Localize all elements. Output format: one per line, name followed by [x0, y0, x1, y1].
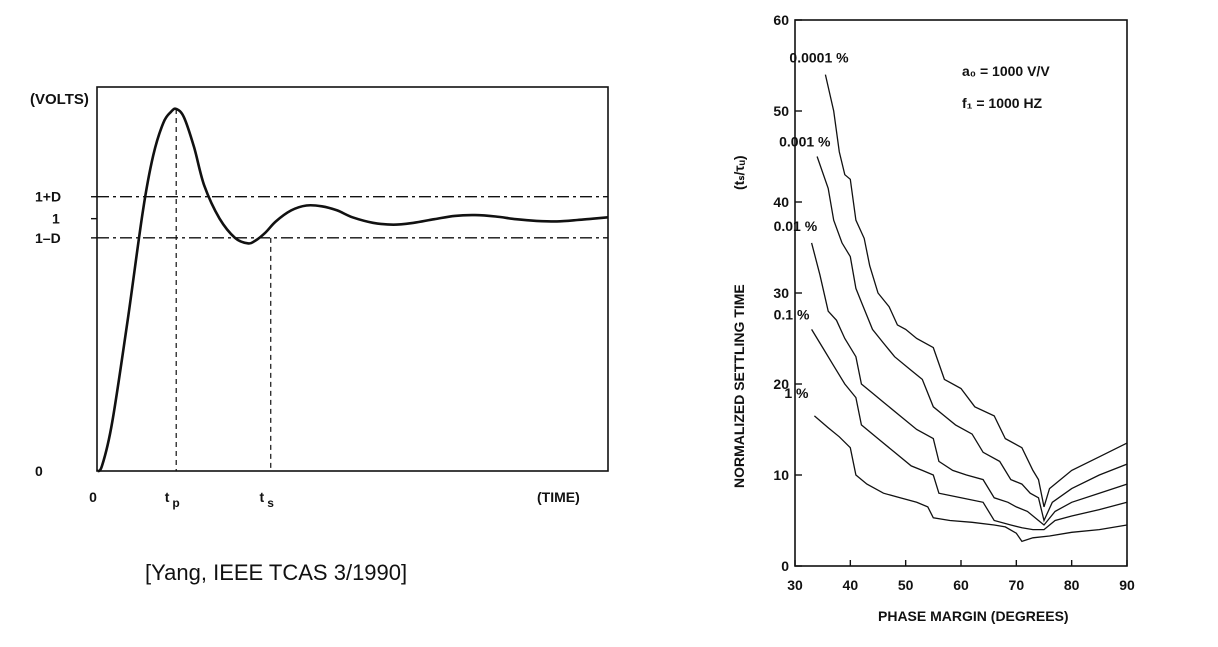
reference-lines — [97, 108, 608, 471]
x-axis-label: PHASE MARGIN (DEGREES) — [878, 608, 1069, 624]
y-tick-labels: 1+D 1 1–D 0 — [35, 189, 97, 479]
series-line-0-001 — [816, 156, 1128, 523]
series-label-0-001: 0.001 % — [779, 134, 831, 150]
series-line-0-01 — [810, 242, 1128, 526]
y-tick-0: 0 — [781, 558, 789, 574]
series-line-0-1 — [811, 329, 1128, 531]
y-tick-50: 50 — [773, 103, 789, 119]
y-tick-30: 30 — [773, 285, 789, 301]
y-tick-0: 0 — [35, 463, 43, 479]
series-label-0-01: 0.01 % — [774, 218, 818, 234]
plot-frame — [794, 19, 1128, 567]
x-axis-ticks: 30 40 50 60 70 80 90 — [787, 560, 1135, 593]
y-tick-1: 1 — [52, 211, 60, 227]
series-label-0-1: 0.1 % — [774, 306, 810, 322]
y-tick-1-plus-d: 1+D — [35, 189, 61, 205]
svg-text:(tₛ/τᵤ): (tₛ/τᵤ) — [731, 155, 747, 190]
x-tick-90: 90 — [1119, 577, 1135, 593]
series-line-1 — [813, 415, 1128, 543]
citation: [Yang, IEEE TCAS 3/1990] — [145, 560, 408, 585]
y-tick-60: 60 — [773, 12, 789, 28]
series-line-0-0001 — [824, 74, 1128, 508]
x-tick-60: 60 — [953, 577, 969, 593]
y-axis-label: NORMALIZED SETTLING TIME (tₛ/τᵤ) — [731, 155, 747, 488]
x-tick-80: 80 — [1064, 577, 1080, 593]
series-lines — [810, 74, 1128, 543]
x-axis-label: (TIME) — [537, 489, 580, 505]
annotation-a0: a₀ = 1000 V/V — [962, 63, 1050, 79]
x-tick-30: 30 — [787, 577, 803, 593]
y-tick-1-minus-d: 1–D — [35, 230, 61, 246]
x-tick-0: 0 — [89, 489, 97, 505]
annotation-f1: f₁ = 1000 HZ — [962, 95, 1043, 111]
series-label-1: 1 % — [784, 385, 809, 401]
step-response-curve — [96, 107, 609, 473]
y-tick-20: 20 — [773, 376, 789, 392]
x-tick-40: 40 — [843, 577, 859, 593]
y-tick-10: 10 — [773, 467, 789, 483]
x-tick-70: 70 — [1009, 577, 1025, 593]
y-tick-40: 40 — [773, 194, 789, 210]
svg-text:NORMALIZED SETTLING TIME: NORMALIZED SETTLING TIME — [731, 284, 747, 488]
x-tick-50: 50 — [898, 577, 914, 593]
plot-frame — [96, 86, 609, 472]
y-axis-label: (VOLTS) — [30, 91, 89, 108]
y-axis-ticks: 0 10 20 30 40 50 60 — [773, 12, 802, 574]
series-label-0-0001: 0.0001 % — [789, 50, 849, 66]
series-labels: 0.0001 % 0.001 % 0.01 % 0.1 % 1 % — [774, 50, 850, 401]
